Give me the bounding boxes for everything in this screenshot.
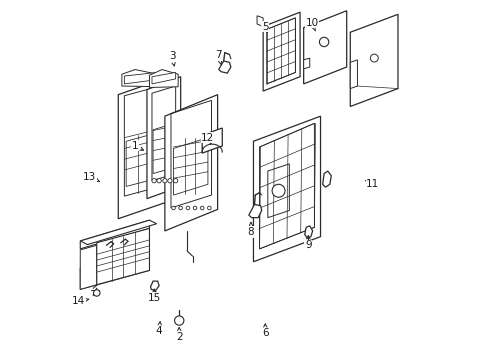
Circle shape bbox=[157, 179, 161, 183]
Circle shape bbox=[193, 206, 196, 210]
Polygon shape bbox=[152, 72, 175, 84]
Polygon shape bbox=[202, 128, 222, 153]
Text: 2: 2 bbox=[176, 327, 182, 342]
Circle shape bbox=[369, 54, 378, 62]
Polygon shape bbox=[149, 69, 178, 87]
Polygon shape bbox=[80, 220, 149, 249]
Circle shape bbox=[185, 206, 189, 210]
Circle shape bbox=[152, 179, 156, 183]
Circle shape bbox=[171, 206, 175, 210]
Circle shape bbox=[173, 179, 178, 183]
Text: 1: 1 bbox=[132, 141, 143, 151]
Circle shape bbox=[200, 206, 203, 210]
Polygon shape bbox=[218, 61, 230, 73]
Text: 13: 13 bbox=[83, 172, 100, 182]
Text: 5: 5 bbox=[262, 22, 268, 33]
Polygon shape bbox=[164, 95, 217, 231]
Text: 11: 11 bbox=[365, 179, 379, 189]
Text: 3: 3 bbox=[168, 51, 175, 66]
Polygon shape bbox=[253, 116, 320, 262]
Text: 7: 7 bbox=[215, 50, 222, 64]
Polygon shape bbox=[80, 245, 97, 289]
Text: 6: 6 bbox=[262, 324, 268, 338]
Polygon shape bbox=[248, 204, 261, 218]
Circle shape bbox=[271, 184, 285, 197]
Circle shape bbox=[207, 206, 211, 210]
Polygon shape bbox=[263, 12, 300, 91]
Polygon shape bbox=[147, 77, 180, 199]
Polygon shape bbox=[97, 228, 149, 285]
Text: 4: 4 bbox=[156, 321, 162, 336]
Polygon shape bbox=[124, 72, 158, 84]
Polygon shape bbox=[304, 226, 312, 238]
Polygon shape bbox=[122, 69, 163, 87]
Polygon shape bbox=[80, 249, 149, 289]
Text: 9: 9 bbox=[305, 235, 311, 250]
Text: 10: 10 bbox=[305, 18, 318, 31]
Text: 14: 14 bbox=[72, 296, 89, 306]
Polygon shape bbox=[118, 78, 166, 219]
Text: 12: 12 bbox=[201, 133, 214, 144]
Circle shape bbox=[152, 292, 157, 297]
Polygon shape bbox=[349, 14, 397, 107]
Circle shape bbox=[319, 37, 328, 46]
Polygon shape bbox=[257, 16, 263, 27]
Circle shape bbox=[163, 179, 167, 183]
Circle shape bbox=[93, 290, 100, 296]
Polygon shape bbox=[303, 11, 346, 84]
Text: 15: 15 bbox=[147, 289, 161, 303]
Polygon shape bbox=[303, 58, 309, 69]
Circle shape bbox=[179, 206, 182, 210]
Circle shape bbox=[174, 316, 183, 325]
Polygon shape bbox=[349, 60, 357, 89]
Polygon shape bbox=[150, 281, 159, 291]
Polygon shape bbox=[80, 220, 156, 244]
Polygon shape bbox=[322, 171, 330, 187]
Text: 8: 8 bbox=[247, 222, 254, 237]
Circle shape bbox=[167, 179, 172, 183]
